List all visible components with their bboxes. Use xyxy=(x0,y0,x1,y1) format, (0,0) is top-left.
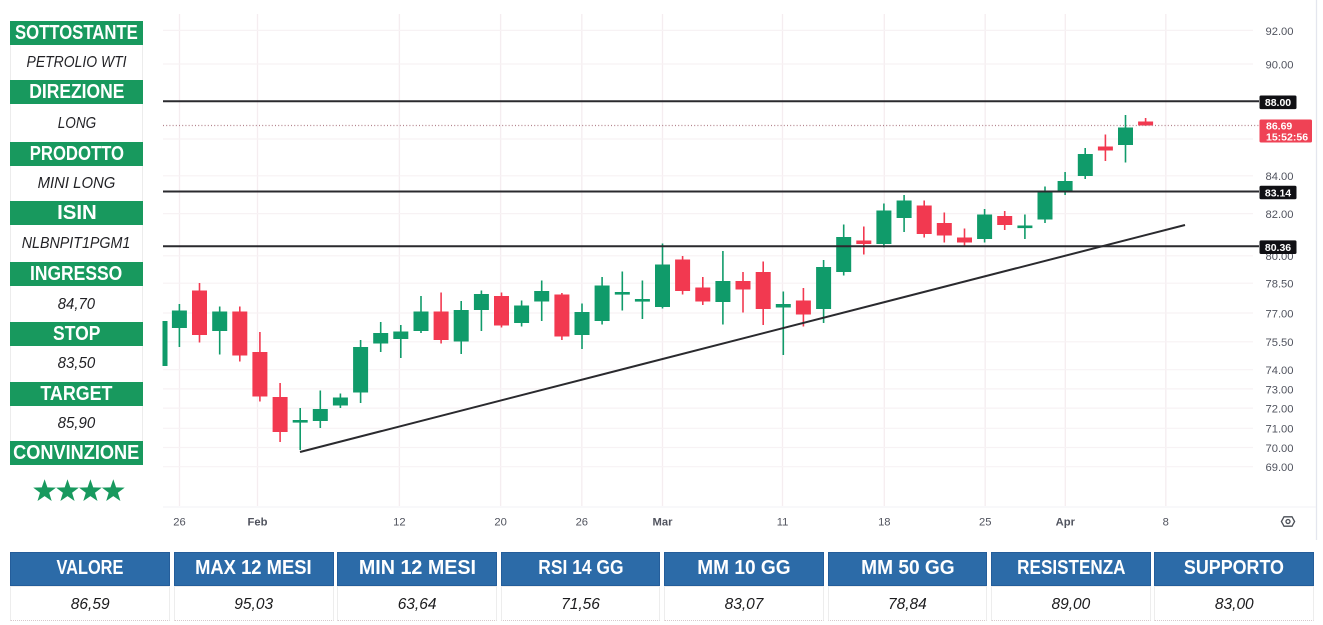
svg-text:84.00: 84.00 xyxy=(1266,171,1294,183)
svg-text:90.00: 90.00 xyxy=(1266,59,1294,71)
svg-text:78.50: 78.50 xyxy=(1266,279,1294,291)
svg-text:70.00: 70.00 xyxy=(1266,443,1294,455)
svg-text:74.00: 74.00 xyxy=(1266,365,1294,377)
svg-text:80.00: 80.00 xyxy=(1266,251,1294,263)
svg-text:92.00: 92.00 xyxy=(1266,26,1294,38)
svg-text:80.36: 80.36 xyxy=(1265,242,1291,254)
svg-text:73.00: 73.00 xyxy=(1266,384,1294,396)
svg-text:12: 12 xyxy=(393,517,405,529)
svg-text:15:52:56: 15:52:56 xyxy=(1266,131,1308,143)
svg-text:86.69: 86.69 xyxy=(1266,120,1292,132)
svg-text:Apr: Apr xyxy=(1056,517,1076,529)
svg-text:26: 26 xyxy=(173,517,185,529)
svg-text:8: 8 xyxy=(1163,517,1169,529)
svg-text:82.00: 82.00 xyxy=(1266,209,1294,221)
svg-text:26: 26 xyxy=(576,517,588,529)
svg-text:11: 11 xyxy=(777,517,789,529)
svg-text:20: 20 xyxy=(494,517,506,529)
svg-text:72.00: 72.00 xyxy=(1266,404,1294,416)
svg-text:Feb: Feb xyxy=(248,517,268,529)
svg-text:88.00: 88.00 xyxy=(1265,97,1291,109)
svg-text:71.00: 71.00 xyxy=(1266,424,1294,436)
svg-text:25: 25 xyxy=(979,517,991,529)
svg-text:83.14: 83.14 xyxy=(1265,187,1291,199)
svg-text:75.50: 75.50 xyxy=(1266,337,1294,349)
svg-text:Mar: Mar xyxy=(653,517,674,529)
svg-text:77.00: 77.00 xyxy=(1266,308,1294,320)
svg-text:18: 18 xyxy=(878,517,890,529)
svg-text:69.00: 69.00 xyxy=(1266,462,1294,474)
